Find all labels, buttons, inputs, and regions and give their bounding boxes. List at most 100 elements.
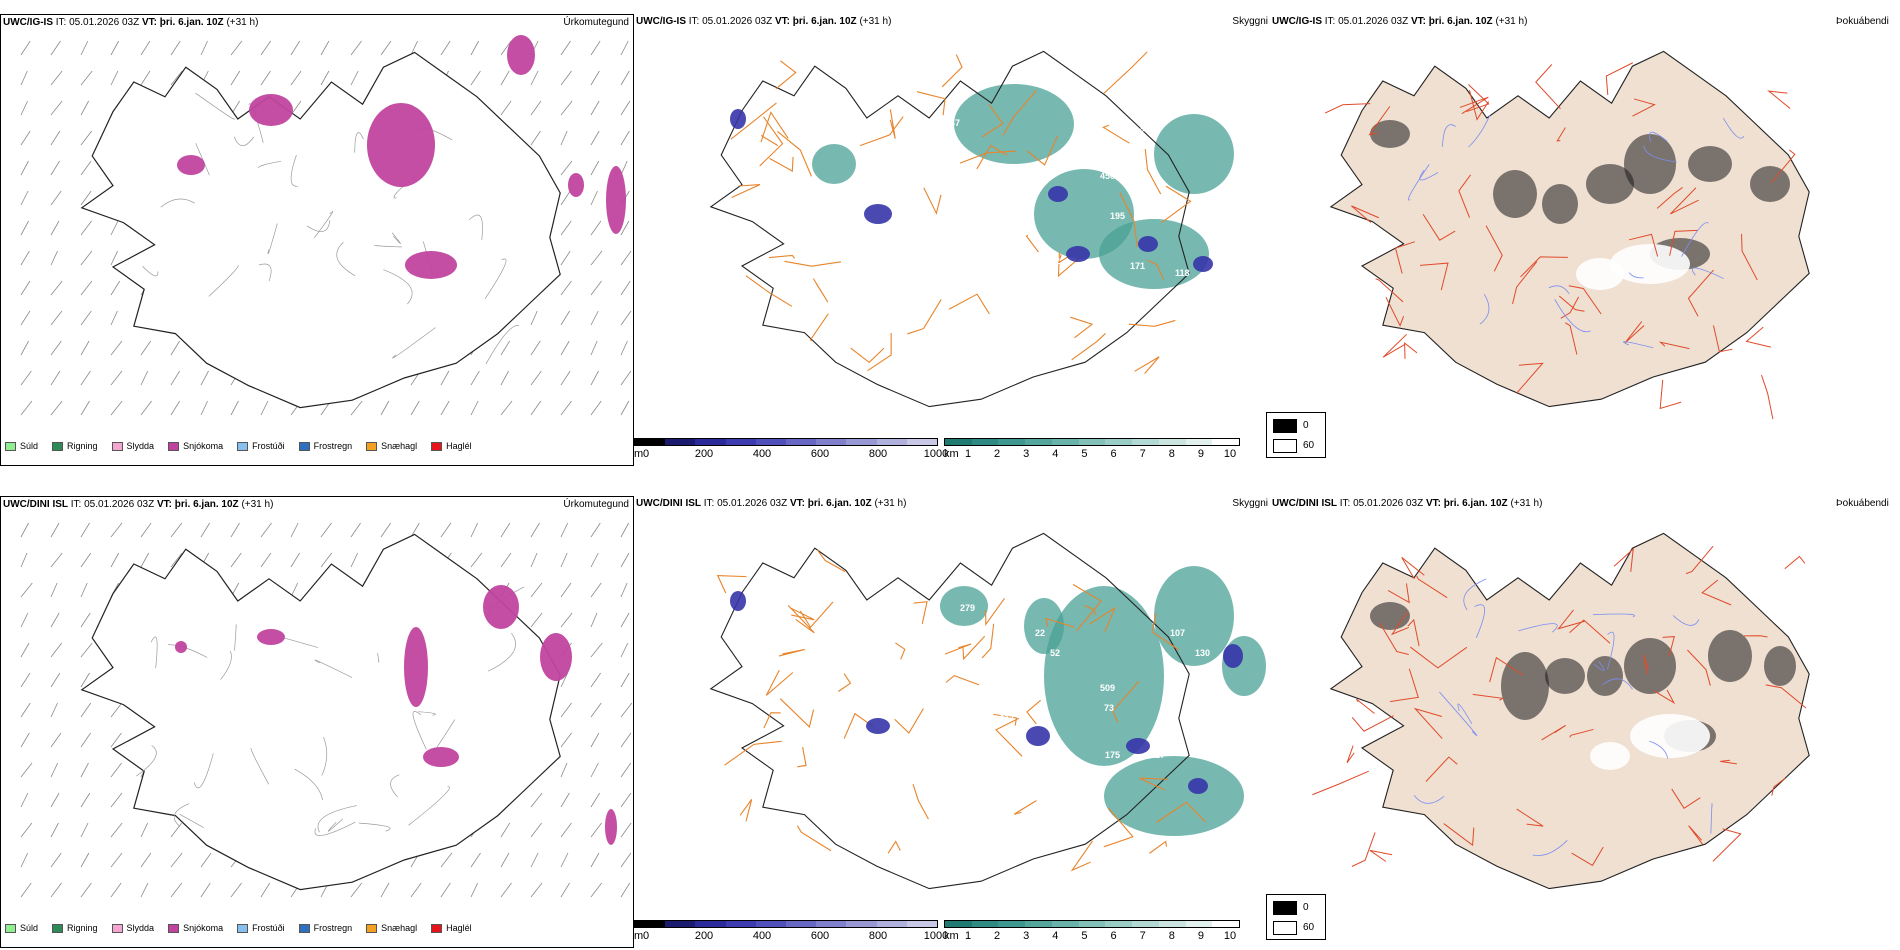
fog-legend-dini: 0 60 [1266, 894, 1326, 940]
road-line [1324, 103, 1371, 114]
wind-barb [260, 522, 272, 538]
river-line [391, 232, 401, 244]
road-line [1685, 545, 1714, 575]
road-line [1161, 185, 1192, 224]
wind-barb [620, 280, 631, 296]
wind-barb [560, 852, 569, 868]
road-line [1605, 62, 1634, 95]
wind-barb [530, 400, 542, 416]
wind-barb [50, 852, 62, 868]
wind-barb [50, 400, 63, 416]
wind-barb [20, 522, 29, 538]
road-line [981, 623, 995, 659]
wind-barb [560, 220, 572, 236]
fog-panel-dini: UWC/DINI ISL IT: 05.01.2026 03Z VT: þri.… [1270, 496, 1900, 948]
wind-barb [80, 130, 93, 146]
fog-index-area [1624, 134, 1676, 194]
wind-barb [590, 340, 598, 356]
wind-barb [170, 340, 180, 356]
river-line [1419, 170, 1439, 181]
glacier-area [1576, 258, 1624, 290]
wind-barb [320, 522, 332, 538]
road-line [1712, 828, 1742, 862]
wind-barb [530, 70, 539, 86]
visibility-unit: km [944, 448, 959, 460]
wind-barb [50, 220, 60, 236]
tick-label: 800 [868, 448, 888, 460]
wind-barb [140, 822, 148, 838]
road-line [1569, 728, 1594, 738]
precip-map-ig [20, 35, 632, 416]
wind-barb [260, 40, 271, 56]
wind-barb [350, 400, 363, 416]
legend-item: Snæhagl [366, 923, 417, 933]
wind-barb [50, 612, 60, 628]
wind-barb [20, 552, 28, 568]
road-line [837, 673, 852, 692]
river-line [1649, 131, 1668, 143]
tick-label: 1 [964, 930, 972, 942]
wind-barb [440, 40, 451, 56]
road-line [1346, 745, 1355, 764]
road-line [887, 840, 901, 854]
wind-barb [170, 400, 181, 416]
panel-header: UWC/IG-IS IT: 05.01.2026 03Z VT: þri. 6.… [1272, 16, 1528, 27]
wind-barb [80, 732, 91, 748]
wind-barb [560, 190, 571, 206]
wind-barb [590, 522, 601, 538]
fog-map-ig [1324, 50, 1810, 420]
wind-barb [110, 822, 123, 838]
tick-label: 200 [694, 930, 714, 942]
river-line [193, 753, 214, 789]
wind-barb [110, 522, 123, 538]
wind-barb [50, 822, 59, 838]
tick-label: 4 [1052, 930, 1059, 942]
legend-item: Frostúði [237, 923, 285, 933]
legend-item: Rigning [52, 441, 98, 451]
legend-item: Haglél [431, 923, 472, 933]
road-line [993, 713, 1018, 726]
wind-barb [590, 130, 600, 146]
fog-index-area [1586, 164, 1634, 204]
wind-barb [20, 642, 30, 658]
low-ceiling-area [1223, 644, 1243, 668]
fog-index-area [1764, 646, 1796, 686]
road-line [1653, 689, 1676, 705]
road-line [779, 698, 815, 728]
road-line [959, 150, 1017, 164]
wind-barb [560, 400, 572, 416]
road-line [1404, 341, 1418, 359]
road-line [1026, 699, 1042, 725]
snow-area [405, 251, 457, 279]
road-line [1516, 362, 1544, 394]
iceland-land [1329, 50, 1810, 408]
wind-barb [320, 40, 330, 56]
road-line [1045, 617, 1075, 628]
road-line [1760, 374, 1774, 420]
road-line [763, 712, 781, 729]
wind-barb [500, 822, 511, 838]
tick-label: 1 [964, 448, 972, 460]
ceiling-value-label: 171 [1130, 261, 1145, 271]
road-line [1379, 622, 1409, 656]
road-line [809, 313, 829, 342]
road-line [916, 91, 946, 116]
wind-barb [140, 40, 151, 56]
snow-area [605, 809, 617, 845]
wind-barb [140, 400, 152, 416]
river-line [1602, 678, 1633, 690]
wind-barb [80, 612, 91, 628]
wind-barb [620, 250, 632, 266]
road-line [1541, 724, 1567, 741]
wind-barb [620, 582, 628, 598]
wind-barb [470, 40, 479, 56]
wind-barb [50, 672, 61, 688]
wind-barb [470, 370, 480, 386]
wind-barb [260, 400, 269, 416]
fog-index-area [1750, 166, 1790, 202]
road-line [1390, 668, 1419, 703]
wind-barb [560, 70, 572, 86]
wind-barb [50, 250, 58, 266]
wind-barb [200, 40, 208, 56]
river-line [150, 636, 158, 669]
